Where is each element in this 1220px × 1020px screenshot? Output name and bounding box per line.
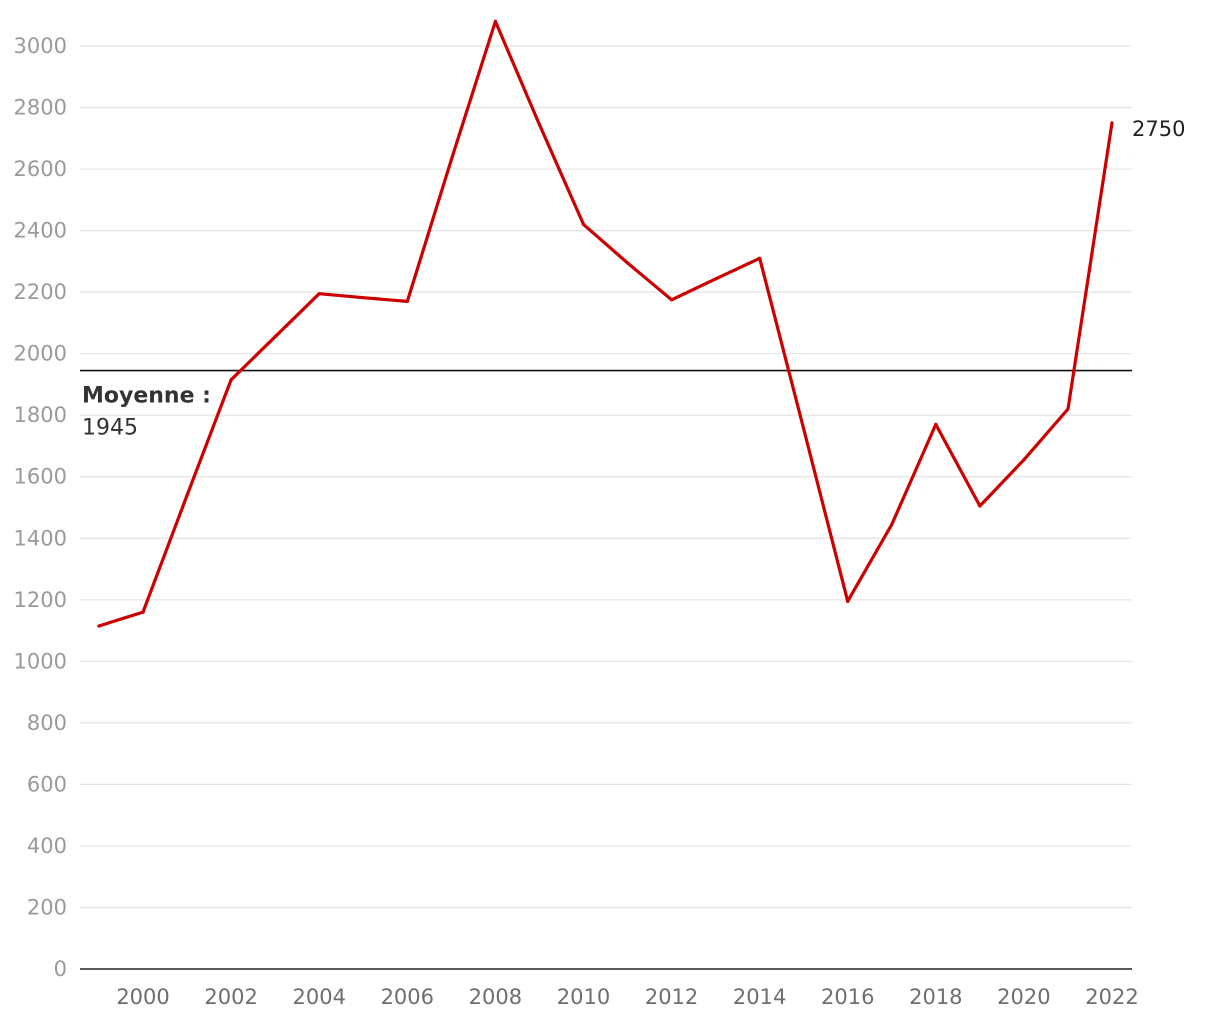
data-point-2015	[802, 427, 806, 431]
data-point-2000	[141, 610, 145, 614]
x-tick-label: 2022	[1085, 985, 1138, 1009]
data-point-2003	[273, 335, 277, 339]
y-tick-label: 2000	[14, 342, 67, 366]
data-point-2020	[1022, 458, 1026, 462]
y-tick-label: 1800	[14, 403, 67, 427]
x-tick-label: 2018	[909, 985, 962, 1009]
data-point-2012	[669, 298, 674, 302]
data-point-2009	[537, 122, 542, 127]
y-tick-label: 1000	[14, 649, 67, 673]
y-tick-label: 1200	[14, 588, 67, 612]
gridlines	[80, 45, 1132, 909]
y-tick-label: 1400	[14, 526, 67, 550]
y-tick-label: 2200	[14, 280, 67, 304]
data-points	[97, 19, 1114, 628]
data-point-2010	[581, 222, 586, 227]
data-point-2001	[185, 493, 189, 497]
y-axis-tick-labels: 0 200 400 600 800 1000 1200 1400 1600 1800 2000 220…	[14, 34, 67, 981]
data-point-2014	[758, 256, 762, 260]
y-tick-label: 600	[27, 772, 67, 796]
y-tick-label: 3000	[14, 34, 67, 58]
data-point-2016	[846, 599, 850, 603]
x-tick-label: 2004	[292, 985, 345, 1009]
y-tick-label: 1600	[14, 465, 67, 489]
y-tick-label: 2400	[14, 219, 67, 243]
data-point-2019	[978, 504, 982, 508]
data-point-2006	[405, 299, 409, 303]
x-axis-tick-labels: 2000 2002 2004 2006 2008 2010 2012 2014 2016 2018…	[116, 985, 1138, 1009]
data-point-2005	[361, 296, 365, 300]
y-tick-label: 2800	[14, 96, 67, 120]
x-tick-label: 2016	[821, 985, 874, 1009]
x-tick-label: 2012	[645, 985, 698, 1009]
data-point-2002	[229, 378, 233, 382]
x-tick-label: 2020	[997, 985, 1050, 1009]
y-tick-label: 200	[27, 895, 67, 919]
x-tick-label: 2008	[469, 985, 522, 1009]
x-tick-label: 2002	[204, 985, 257, 1009]
y-tick-label: 2600	[14, 157, 67, 181]
average-label: Moyenne :	[82, 384, 211, 409]
data-point-2022	[1110, 121, 1114, 125]
y-tick-label: 800	[27, 711, 67, 735]
data-point-2017	[890, 522, 894, 527]
data-point-2018	[934, 422, 938, 427]
average-value: 1945	[82, 416, 138, 441]
x-tick-label: 2010	[557, 985, 610, 1009]
x-tick-label: 2014	[733, 985, 786, 1009]
series-line	[97, 19, 1114, 628]
data-point-2021	[1066, 407, 1070, 411]
x-tick-label: 2000	[116, 985, 169, 1009]
x-tick-label: 2006	[381, 985, 434, 1009]
data-point-2007	[449, 158, 453, 162]
data-point-2013	[714, 277, 718, 281]
data-point-2011	[625, 261, 630, 265]
data-point-1999	[97, 624, 101, 628]
end-value-label: 2750	[1132, 117, 1185, 141]
y-tick-label: 400	[27, 834, 67, 858]
data-point-2008	[493, 19, 497, 23]
y-tick-label: 0	[54, 957, 67, 981]
data-point-2004	[317, 292, 321, 296]
